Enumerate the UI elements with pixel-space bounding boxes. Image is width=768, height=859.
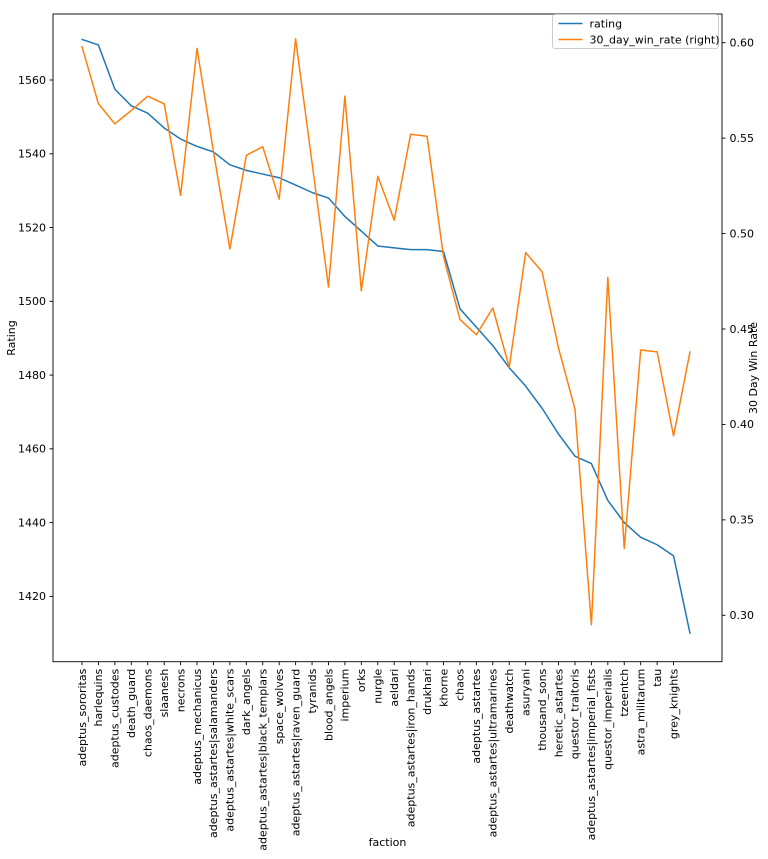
right-axis-tick-label: 0.35 xyxy=(730,514,755,527)
x-axis-tick-label: adeptus_astartes|raven_guard xyxy=(289,669,302,837)
x-axis-tick-label: dark_angels xyxy=(240,668,253,735)
x-axis-tick-label: imperium xyxy=(339,669,352,722)
x-axis-tick-label: nurgle xyxy=(372,668,385,703)
left-axis-tick-label: 1500 xyxy=(18,295,46,308)
x-axis-tick-label: asuryani xyxy=(519,669,532,716)
legend-label: rating xyxy=(590,17,623,30)
right-axis-tick-label: 0.50 xyxy=(730,227,755,240)
left-axis-tick-label: 1480 xyxy=(18,369,46,382)
x-axis-tick-label: harlequins xyxy=(92,668,105,726)
left-axis-title: Rating xyxy=(5,320,18,355)
x-axis-tick-label: adeptus_astartes|imperial_fists xyxy=(585,668,598,840)
x-axis-tick-label: astra_militarum xyxy=(634,669,647,756)
x-axis-tick-label: chaos xyxy=(454,668,467,700)
x-axis-tick-label: khorne xyxy=(437,668,450,706)
left-axis-tick-label: 1540 xyxy=(18,148,46,161)
right-axis-title: 30 Day Win Rate xyxy=(747,322,760,414)
x-axis-tick-label: adeptus_astartes|white_scars xyxy=(224,668,237,831)
right-axis-tick-label: 0.60 xyxy=(730,37,755,50)
x-axis-tick-label: heretic_astartes xyxy=(552,668,565,757)
left-axis-tick-label: 1560 xyxy=(18,74,46,87)
x-axis-tick-label: questor_traitoris xyxy=(569,668,582,759)
x-axis-tick-label: tau xyxy=(651,669,664,687)
legend-label: 30_day_win_rate (right) xyxy=(590,33,720,46)
left-axis-tick-label: 1420 xyxy=(18,590,46,603)
rating-line-series xyxy=(81,38,691,635)
right-axis-tick-label: 0.40 xyxy=(730,418,755,431)
win-rate-line-series xyxy=(81,38,691,626)
x-axis-tick-label: tyranids xyxy=(306,668,319,713)
x-axis-tick-label: slaanesh xyxy=(158,669,171,718)
x-axis-tick-label: aeldari xyxy=(388,669,401,707)
x-axis-tick-label: adeptus_astartes|ultramarines xyxy=(487,668,500,837)
x-axis-tick-label: questor_imperialis xyxy=(602,668,615,769)
x-axis-tick-label: deathwatch xyxy=(503,669,516,734)
x-axis-tick-label: chaos_daemons xyxy=(142,668,155,757)
right-axis-tick-label: 0.30 xyxy=(730,609,755,622)
x-axis-tick-label: adeptus_astartes|iron_hands xyxy=(404,668,417,827)
x-axis-tick-label: space_wolves xyxy=(273,668,286,744)
x-axis-tick-label: thousand_sons xyxy=(536,668,549,750)
x-axis-tick-label: drukhari xyxy=(421,669,434,715)
x-axis-tick-label: necrons xyxy=(174,668,187,712)
x-axis-tick-label: adeptus_astartes|black_templars xyxy=(257,668,270,850)
x-axis-tick-label: death_guard xyxy=(125,669,138,738)
x-axis-tick-label: blood_angels xyxy=(322,668,335,740)
legend-box xyxy=(552,14,719,49)
x-axis-tick-label: adeptus_astartes xyxy=(470,668,483,763)
right-axis-tick-label: 0.45 xyxy=(730,323,755,336)
plot-area xyxy=(52,13,723,663)
left-axis-tick-label: 1440 xyxy=(18,516,46,529)
x-axis-title: faction xyxy=(369,836,407,849)
right-axis-tick-label: 0.55 xyxy=(730,132,755,145)
x-axis-tick-label: orks xyxy=(355,668,368,692)
x-axis-tick-label: adeptus_astartes|salamanders xyxy=(207,668,220,838)
left-axis-tick-label: 1520 xyxy=(18,221,46,234)
x-axis-tick-label: adeptus_custodes xyxy=(109,668,122,768)
x-axis-tick-label: grey_knights xyxy=(667,668,680,739)
left-axis-tick-label: 1460 xyxy=(18,443,46,456)
x-axis-tick-label: adeptus_mechanicus xyxy=(191,668,204,784)
x-axis-tick-label: tzeentch xyxy=(618,669,631,717)
x-axis-tick-label: adeptus_sororitas xyxy=(76,668,89,766)
